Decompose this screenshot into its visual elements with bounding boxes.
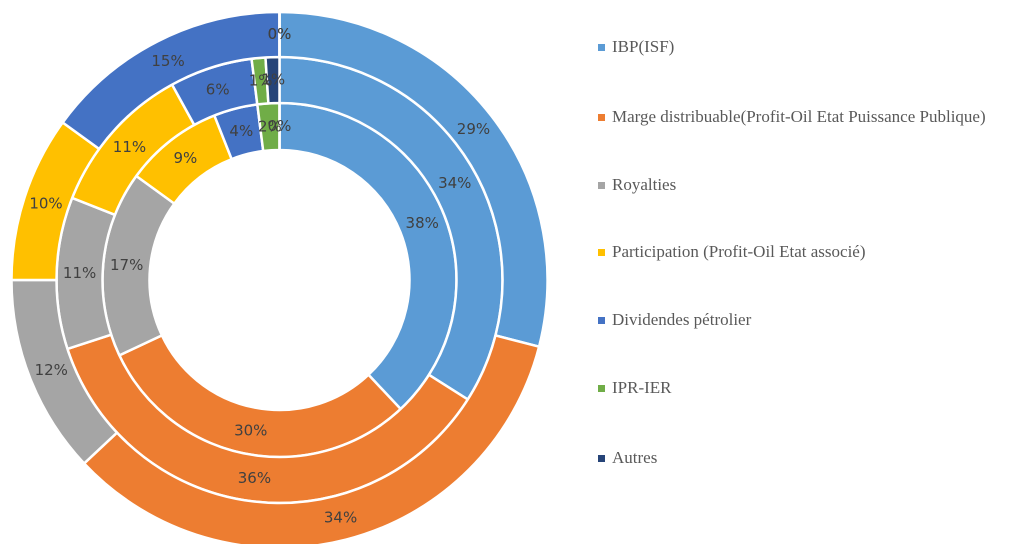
data-label: 1%	[249, 71, 273, 89]
data-label: 12%	[35, 361, 68, 379]
data-label: 11%	[63, 264, 96, 282]
legend-swatch	[598, 44, 605, 51]
legend-swatch	[598, 317, 605, 324]
data-label: 34%	[324, 508, 357, 526]
legend-label: Participation (Profit-Oil Etat associé)	[612, 242, 866, 261]
data-label: 1%	[261, 71, 285, 89]
legend-item: IPR-IER	[598, 374, 1003, 402]
legend-swatch	[598, 249, 605, 256]
data-label: 0%	[268, 25, 292, 43]
legend-item: Participation (Profit-Oil Etat associé)	[598, 238, 1003, 266]
data-label: 38%	[406, 214, 439, 232]
legend-item: IBP(ISF)	[598, 33, 1003, 61]
data-label: 6%	[206, 80, 230, 98]
chart: 38%30%17%9%4% 2%0%34%36%11%11%6% 1%1%29%34…	[10, 10, 549, 544]
data-label: 9%	[174, 149, 198, 167]
data-label: 17%	[110, 256, 143, 274]
data-label: 11%	[113, 138, 146, 156]
legend-label: Dividendes pétrolier	[612, 310, 752, 329]
legend-label: Marge distribuable(Profit-Oil Etat Puiss…	[612, 107, 986, 126]
legend-label: Autres	[612, 448, 658, 467]
legend-item: Royalties	[598, 171, 1003, 199]
data-label: 0%	[268, 25, 292, 43]
legend-swatch	[598, 182, 605, 189]
data-label: 29%	[457, 120, 490, 138]
data-label: 36%	[238, 469, 271, 487]
legend-item: Marge distribuable(Profit-Oil Etat Puiss…	[598, 103, 1003, 131]
legend-label: Royalties	[612, 175, 677, 194]
data-label: 0%	[268, 117, 292, 135]
legend-swatch	[598, 455, 605, 462]
legend-label: IBP(ISF)	[612, 37, 675, 56]
legend-swatch	[598, 114, 605, 121]
data-label: 4%	[229, 122, 253, 140]
data-label: 30%	[234, 421, 267, 439]
data-label: 34%	[438, 174, 471, 192]
legend-item: Autres	[598, 444, 1003, 472]
legend-swatch	[598, 385, 605, 392]
data-label: 15%	[151, 52, 184, 70]
legend-item: Dividendes pétrolier	[598, 306, 1003, 334]
data-label: 2%	[258, 117, 282, 135]
legend-label: IPR-IER	[612, 378, 672, 397]
data-label: 10%	[29, 195, 62, 213]
